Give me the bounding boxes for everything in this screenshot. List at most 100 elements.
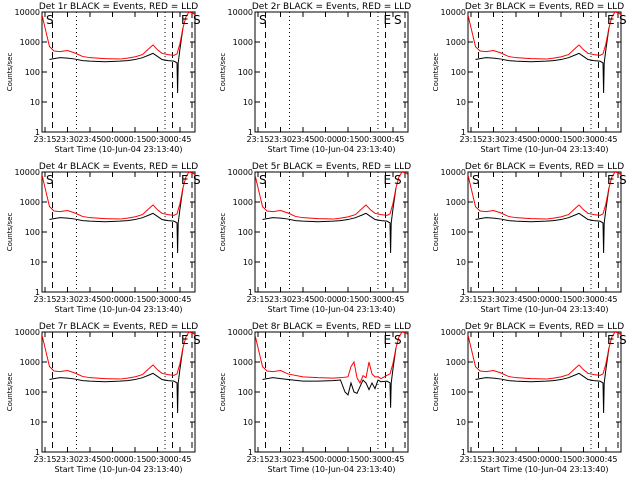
- y-axis-label: Counts/sec: [432, 53, 440, 92]
- marker-letter-e: E: [181, 13, 189, 27]
- marker-letter-s: S: [193, 333, 201, 347]
- marker-letter-s: S: [394, 13, 402, 27]
- y-tick-label: 1000: [20, 38, 40, 47]
- y-axis-label: Counts/sec: [219, 373, 227, 412]
- panel-title: Det 5r BLACK = Events, RED = LLD: [252, 162, 411, 172]
- series-lld-line: [255, 172, 408, 220]
- x-tick-label: 00:45: [381, 295, 404, 304]
- marker-letter-e: E: [384, 173, 392, 187]
- series-lld-line: [42, 12, 195, 60]
- x-tick-label: 23:30: [269, 455, 292, 464]
- x-tick-label: 00:00: [101, 295, 124, 304]
- y-axis-label: Counts/sec: [6, 53, 14, 92]
- y-tick-label: 100: [25, 228, 40, 237]
- marker-letter-s: S: [259, 13, 267, 27]
- x-tick-label: 00:15: [336, 295, 359, 304]
- x-tick-label: 00:45: [594, 135, 617, 144]
- x-tick-label: 23:45: [504, 135, 527, 144]
- x-tick-label: 00:15: [549, 295, 572, 304]
- panel-title: Det 1r BLACK = Events, RED = LLD: [39, 2, 198, 12]
- x-tick-label: 00:15: [123, 455, 146, 464]
- panel-title: Det 2r BLACK = Events, RED = LLD: [252, 2, 411, 12]
- x-axis-label: Start Time (10-Jun-04 23:13:40): [481, 145, 609, 154]
- y-tick-label: 10: [456, 258, 466, 267]
- x-axis-label: Start Time (10-Jun-04 23:13:40): [268, 145, 396, 154]
- y-tick-label: 10000: [15, 168, 40, 177]
- x-tick-label: 00:45: [168, 135, 191, 144]
- x-tick-label: 23:15: [33, 295, 56, 304]
- series-lld-line: [42, 332, 195, 380]
- marker-letter-s: S: [193, 13, 201, 27]
- marker-letter-s: S: [193, 173, 201, 187]
- y-tick-label: 1: [461, 128, 466, 137]
- x-tick-label: 00:30: [146, 455, 169, 464]
- x-axis-label: Start Time (10-Jun-04 23:13:40): [268, 305, 396, 314]
- x-tick-label: 00:15: [123, 295, 146, 304]
- marker-letter-s: S: [619, 333, 627, 347]
- x-tick-label: 23:15: [246, 455, 269, 464]
- series-lld-line: [255, 332, 408, 385]
- y-tick-label: 100: [451, 228, 466, 237]
- panel-5: Det 5r BLACK = Events, RED = LLD 1 10 100 10…: [219, 162, 411, 314]
- y-tick-label: 1: [248, 448, 253, 457]
- x-tick-label: 00:45: [594, 295, 617, 304]
- y-tick-label: 1000: [446, 198, 466, 207]
- marker-letter-s: S: [619, 13, 627, 27]
- y-tick-label: 100: [238, 68, 253, 77]
- x-tick-label: 00:15: [549, 135, 572, 144]
- x-tick-label: 23:45: [78, 135, 101, 144]
- y-tick-label: 1000: [233, 38, 253, 47]
- x-tick-label: 23:45: [504, 295, 527, 304]
- y-tick-label: 1: [35, 128, 40, 137]
- y-tick-label: 10: [30, 418, 40, 427]
- panel-title: Det 3r BLACK = Events, RED = LLD: [465, 2, 624, 12]
- y-tick-label: 1000: [20, 358, 40, 367]
- y-tick-label: 10000: [228, 328, 253, 337]
- x-tick-label: 00:00: [314, 455, 337, 464]
- y-tick-label: 10000: [228, 168, 253, 177]
- y-tick-label: 100: [25, 68, 40, 77]
- x-tick-label: 23:15: [33, 455, 56, 464]
- y-tick-label: 100: [451, 388, 466, 397]
- series-lld-line: [468, 332, 621, 380]
- panel-title: Det 9r BLACK = Events, RED = LLD: [465, 322, 624, 332]
- x-axis-label: Start Time (10-Jun-04 23:13:40): [268, 465, 396, 474]
- x-tick-label: 23:30: [482, 455, 505, 464]
- x-tick-label: 00:00: [101, 455, 124, 464]
- x-tick-label: 23:15: [246, 135, 269, 144]
- x-tick-label: 00:30: [359, 135, 382, 144]
- y-tick-label: 10000: [441, 168, 466, 177]
- y-tick-label: 10: [30, 98, 40, 107]
- marker-letter-s: S: [394, 333, 402, 347]
- x-tick-label: 23:45: [291, 135, 314, 144]
- x-tick-label: 23:15: [33, 135, 56, 144]
- x-tick-label: 00:45: [168, 295, 191, 304]
- y-tick-label: 1000: [20, 198, 40, 207]
- x-tick-label: 23:30: [269, 295, 292, 304]
- y-tick-label: 1: [35, 288, 40, 297]
- panel-title: Det 4r BLACK = Events, RED = LLD: [39, 162, 198, 172]
- marker-letter-e: E: [384, 13, 392, 27]
- marker-letter-s: S: [259, 173, 267, 187]
- panel-title: Det 6r BLACK = Events, RED = LLD: [465, 162, 624, 172]
- marker-letter-e: E: [607, 13, 615, 27]
- y-tick-label: 10000: [15, 328, 40, 337]
- marker-letter-s: S: [46, 13, 54, 27]
- panel-9: Det 9r BLACK = Events, RED = LLD 1 10 100 10…: [432, 322, 627, 474]
- x-tick-label: 00:00: [314, 295, 337, 304]
- y-tick-label: 1000: [446, 38, 466, 47]
- panel-title: Det 8r BLACK = Events, RED = LLD: [252, 322, 411, 332]
- marker-letter-s: S: [394, 173, 402, 187]
- panel-4: Det 4r BLACK = Events, RED = LLD 1 10 100 10…: [6, 162, 201, 314]
- x-tick-label: 23:30: [482, 135, 505, 144]
- marker-letter-e: E: [384, 333, 392, 347]
- x-axis-label: Start Time (10-Jun-04 23:13:40): [55, 465, 183, 474]
- marker-letter-e: E: [181, 333, 189, 347]
- series-events-line: [49, 187, 184, 253]
- x-tick-label: 00:45: [381, 455, 404, 464]
- panel-title: Det 7r BLACK = Events, RED = LLD: [39, 322, 198, 332]
- x-tick-label: 00:30: [146, 135, 169, 144]
- x-tick-label: 00:00: [527, 135, 550, 144]
- panel-7: Det 7r BLACK = Events, RED = LLD 1 10 100 10…: [6, 322, 201, 474]
